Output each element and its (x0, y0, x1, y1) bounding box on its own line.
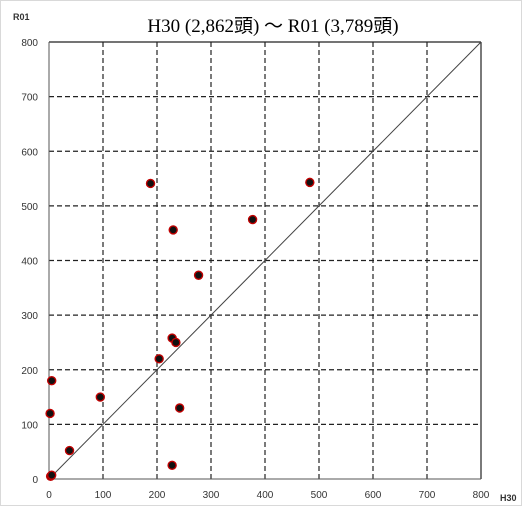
x-tick-label: 600 (365, 490, 382, 501)
y-tick-label: 200 (21, 366, 38, 377)
y-tick-label: 300 (21, 311, 38, 322)
x-tick-label: 700 (419, 490, 436, 501)
chart-title: H30 (2,862頭) ～ R01 (3,789頭) (147, 16, 398, 37)
ticks: 0 100 200 300 400 500 600 700 800 0 100 200 300 400 50… (21, 38, 489, 501)
x-tick-label: 100 (95, 490, 112, 501)
y-tick-label: 700 (21, 93, 38, 104)
data-point (247, 214, 258, 225)
y-axis-label: R01 (13, 12, 30, 22)
data-point (174, 403, 185, 413)
data-point (154, 354, 164, 364)
grid (48, 41, 482, 480)
x-tick-label: 400 (257, 490, 274, 501)
y-tick-label: 600 (21, 147, 38, 158)
x-tick-label: 300 (203, 490, 220, 501)
data-point (168, 225, 178, 235)
y-tick-label: 400 (21, 257, 38, 268)
data-point (47, 375, 57, 386)
data-point (305, 177, 315, 188)
y-tick-label: 0 (32, 475, 38, 486)
reference-line (48, 41, 482, 480)
y-tick-label: 100 (21, 420, 38, 431)
data-point (145, 178, 156, 189)
data-point (45, 408, 55, 419)
x-tick-label: 800 (473, 490, 490, 501)
data-point (47, 470, 57, 480)
data-point (193, 270, 204, 280)
data-point (171, 337, 181, 348)
points (45, 177, 315, 481)
x-tick-label: 0 (46, 490, 52, 501)
x-tick-label: 200 (149, 490, 166, 501)
reference-line-group (48, 41, 482, 480)
y-tick-label: 800 (21, 38, 38, 49)
data-point (64, 445, 75, 456)
x-axis-label: H30 (500, 493, 517, 503)
data-point (167, 460, 177, 471)
y-tick-label: 500 (21, 202, 38, 213)
data-point (95, 392, 106, 402)
x-tick-label: 500 (311, 490, 328, 501)
